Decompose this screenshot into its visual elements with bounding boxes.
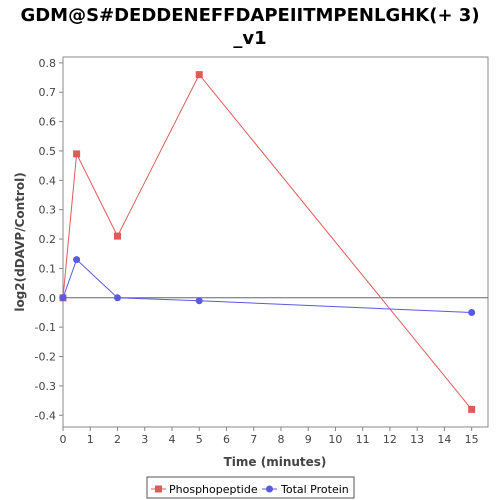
x-tick-label: 9 [305, 433, 312, 446]
data-point [195, 297, 203, 305]
chart-title-line-1: GDM@S#DEDDENEFFDAPEIITMPENLGHK(+ 3) [20, 5, 480, 26]
y-tick-label: 0.1 [39, 262, 57, 275]
data-point [73, 150, 81, 158]
x-tick-label: 10 [328, 433, 342, 446]
y-tick-label: 0.6 [39, 116, 57, 129]
y-tick-label: 0.0 [39, 292, 57, 305]
x-tick-label: 6 [223, 433, 230, 446]
chart-title-line-2: _v1 [233, 28, 267, 49]
legend-label-phosphopeptide: Phosphopeptide [169, 483, 258, 496]
y-tick-label: 0.4 [39, 174, 57, 187]
legend-marker-phosphopeptide [155, 485, 162, 493]
y-axis-label: log2(dDAVP/Control) [13, 172, 27, 311]
data-point [468, 405, 476, 413]
y-tick-label: 0.3 [39, 204, 57, 217]
data-point [113, 294, 121, 302]
y-tick-label: 0.8 [39, 57, 57, 70]
data-point [59, 294, 67, 302]
y-tick-label: 0.2 [39, 233, 57, 246]
x-tick-label: 13 [410, 433, 424, 446]
legend-marker-total-protein [266, 485, 273, 493]
data-point [113, 232, 121, 240]
x-tick-label: 3 [141, 433, 148, 446]
x-tick-label: 15 [465, 433, 479, 446]
series-layer [59, 71, 476, 413]
x-axis: 0 1 2 3 4 5 6 7 8 9 10 11 12 13 14 15 [60, 427, 479, 446]
x-tick-label: 14 [437, 433, 451, 446]
x-tick-label: 2 [114, 433, 121, 446]
y-tick-label: -0.3 [35, 380, 56, 393]
plot-area [62, 56, 489, 428]
y-tick-label: 0.7 [39, 86, 57, 99]
series-total-protein [59, 256, 476, 316]
legend-box [146, 476, 355, 499]
x-tick-label: 12 [383, 433, 397, 446]
x-tick-label: 11 [356, 433, 370, 446]
x-axis-label: Time (minutes) [224, 455, 327, 469]
y-tick-label: -0.4 [35, 409, 56, 422]
data-point [468, 308, 476, 316]
data-point [195, 71, 203, 79]
y-tick-label: 0.5 [39, 145, 57, 158]
x-tick-label: 1 [87, 433, 94, 446]
x-tick-label: 8 [277, 433, 284, 446]
x-tick-label: 0 [60, 433, 67, 446]
data-point [73, 256, 81, 264]
y-axis: 0.8 0.7 0.6 0.5 0.4 0.3 0.2 0.1 0.0 -0.1 -0.2 -0.3 -… [35, 57, 63, 422]
legend-label-total-protein: Total Protein [280, 483, 349, 496]
chart-title: GDM@S#DEDDENEFFDAPEIITMPENLGHK(+ 3) _v1 [0, 4, 500, 50]
x-tick-label: 4 [168, 433, 175, 446]
y-tick-label: -0.2 [35, 351, 56, 364]
x-tick-label: 5 [196, 433, 203, 446]
x-tick-label: 7 [250, 433, 257, 446]
legend: Phosphopeptide Total Protein [146, 476, 355, 499]
y-tick-label: -0.1 [35, 321, 56, 334]
